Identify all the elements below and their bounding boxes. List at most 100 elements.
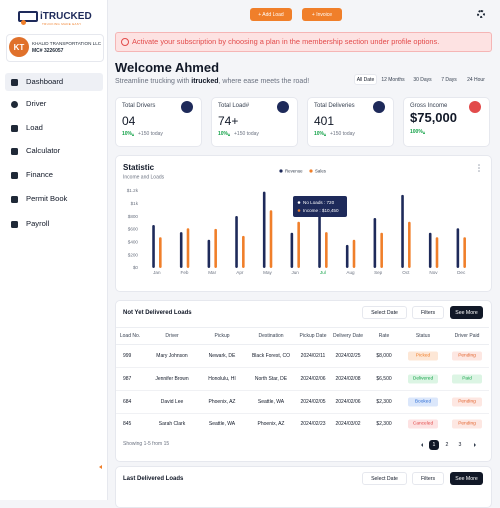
table-cell: 2024/03/02: [335, 420, 361, 427]
stat-arrow: [324, 133, 326, 136]
x-tick-label: Jul: [320, 270, 326, 275]
bar: [463, 237, 466, 268]
y-tick-label: $1.2k: [127, 188, 139, 193]
add-load-button[interactable]: + Add Load: [250, 8, 292, 21]
logo-wheel: [21, 20, 26, 25]
stat-icon: [373, 101, 385, 113]
chart: Statistic Income and Loads $0 $200 $400 $60…: [123, 163, 480, 275]
y-tick-label: $1k: [131, 201, 139, 206]
date-filter[interactable]: All Date: [354, 74, 377, 85]
collapse-arrow[interactable]: [99, 465, 102, 469]
legend-dot: [279, 169, 283, 173]
banner-text: Activate your subscription by choosing a…: [132, 37, 440, 46]
bar: [380, 232, 383, 268]
stat-value: 401: [314, 114, 335, 128]
table-cell: $2,300: [376, 398, 392, 405]
table-cell: $8,000: [376, 352, 392, 359]
table-cell: Jennifer Brown: [155, 375, 189, 382]
nav-item[interactable]: Calculator: [26, 146, 61, 155]
bar: [207, 239, 211, 268]
stat-change: 100%: [410, 129, 423, 135]
table-cell: 684: [123, 398, 132, 405]
bar: [269, 210, 273, 268]
table-cell: Honolulu, HI: [208, 375, 236, 382]
legend-dot: [309, 169, 313, 173]
table-action[interactable]: Select Date: [362, 306, 407, 319]
settings-icon[interactable]: [477, 10, 485, 18]
bar: [345, 244, 349, 268]
table-cell: Seattle, WA: [208, 420, 236, 427]
stat-note: +150 today: [138, 131, 163, 137]
company-name: KHALID TRANSPORTATION LLC: [32, 41, 102, 46]
nav-item[interactable]: Dashboard: [26, 77, 64, 86]
welcome-subtitle: Streamline trucking with itrucked, where…: [115, 78, 309, 85]
bar: [435, 237, 439, 268]
bar: [290, 232, 294, 268]
subtitle-part: , where ease meets the road!: [218, 78, 310, 85]
menu-dot[interactable]: [478, 170, 480, 172]
bar: [373, 217, 377, 268]
menu-dot[interactable]: [478, 164, 480, 166]
bar: [408, 221, 411, 268]
x-tick-label: Apr: [236, 270, 244, 275]
header-line: [116, 327, 489, 328]
date-filter[interactable]: 7 Days: [441, 76, 457, 83]
date-filter[interactable]: 12 Months: [381, 76, 405, 83]
page-button[interactable]: 2: [445, 442, 449, 448]
chart-card: [115, 155, 492, 292]
nav-active-bg: [5, 73, 103, 91]
nav-item[interactable]: Load: [26, 123, 43, 132]
x-tick-label: May: [263, 270, 272, 275]
table-cell: North Star, DE: [254, 375, 288, 382]
page-button[interactable]: 3: [458, 442, 462, 448]
status-pill: Booked: [408, 397, 438, 407]
nav-item[interactable]: Payroll: [26, 219, 50, 228]
row-line: [116, 390, 489, 391]
subtitle-brand: itrucked: [191, 78, 219, 85]
date-filter[interactable]: 24 Hour: [467, 76, 485, 83]
stat-label: Total Load#: [218, 103, 250, 109]
nav-icon: [11, 171, 18, 179]
stat-note: +150 today: [330, 131, 355, 137]
chevron[interactable]: [474, 443, 476, 447]
page-button[interactable]: 1: [429, 440, 439, 450]
y-tick-label: $400: [128, 240, 139, 245]
tooltip-text: No Loads : 720: [303, 200, 335, 205]
nav-item[interactable]: Driver: [26, 99, 47, 108]
nav-icon: [11, 195, 18, 203]
table-action[interactable]: See More: [450, 472, 483, 485]
nav-icon: [11, 124, 18, 132]
x-tick-label: Mar: [208, 270, 216, 275]
nav-icon: [11, 100, 18, 108]
menu-dot[interactable]: [478, 167, 480, 169]
bar: [235, 216, 238, 268]
banner-icon: [121, 38, 129, 46]
nav-item[interactable]: Finance: [26, 170, 54, 179]
paid-pill: Pending: [452, 351, 482, 361]
table-action[interactable]: Filters: [412, 306, 444, 319]
tooltip: [293, 196, 347, 217]
bar: [428, 232, 432, 268]
invoice-button[interactable]: + Invoice: [302, 8, 342, 21]
stat-value: 04: [122, 114, 136, 128]
profile-card: [6, 34, 104, 62]
bar: [352, 239, 356, 268]
nav-item[interactable]: Permit Book: [26, 194, 68, 203]
date-filter[interactable]: 30 Days: [413, 76, 432, 83]
table-action[interactable]: Select Date: [362, 472, 407, 485]
status-pill: Canceled: [408, 419, 438, 429]
y-tick-label: $200: [128, 252, 139, 257]
table-action[interactable]: See More: [450, 306, 483, 319]
table-cell: $6,500: [376, 375, 392, 382]
nav-icon: [11, 147, 18, 155]
table-cell: 2024/02/05: [300, 398, 326, 405]
table-cell: Phoenix, AZ: [208, 398, 236, 405]
stat-value: $75,000: [410, 110, 457, 125]
stat-note: +150 today: [234, 131, 259, 137]
chevron[interactable]: [421, 443, 423, 447]
table-cell: 987: [123, 375, 132, 382]
table-action[interactable]: Filters: [412, 472, 444, 485]
stat-arrow: [228, 133, 230, 136]
chart-title: Statistic: [123, 163, 155, 172]
avatar: KT: [9, 37, 29, 57]
